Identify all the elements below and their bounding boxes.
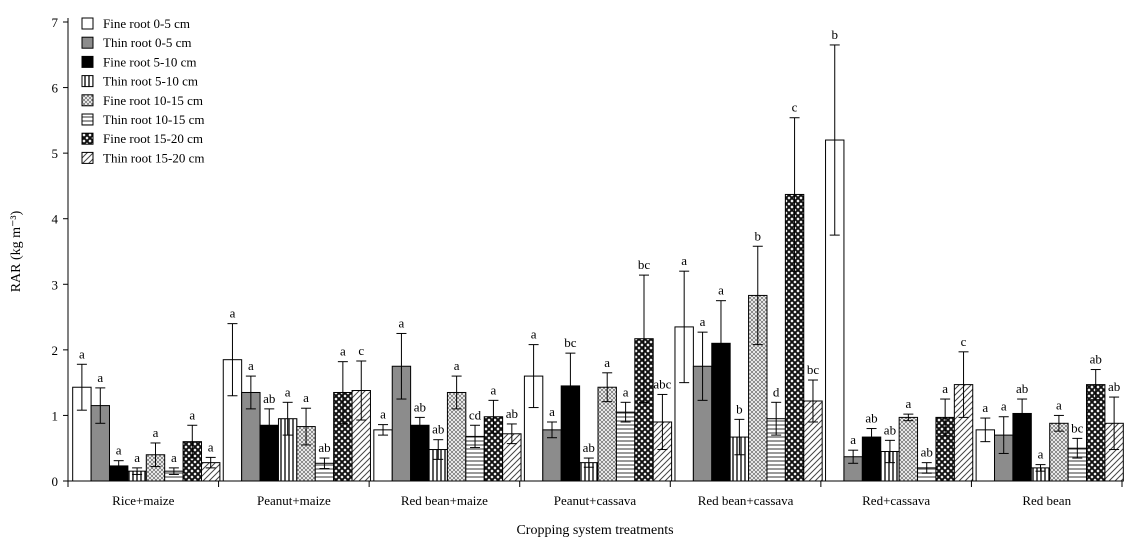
significance-letter: a bbox=[399, 315, 405, 330]
significance-letter: a bbox=[850, 432, 856, 447]
bar bbox=[373, 429, 393, 482]
significance-letter: ab bbox=[506, 406, 518, 421]
significance-letter: abc bbox=[653, 376, 671, 391]
significance-letter: a bbox=[982, 400, 988, 415]
legend-swatch bbox=[81, 55, 94, 68]
significance-letter: a bbox=[454, 358, 460, 373]
significance-letter: a bbox=[491, 382, 497, 397]
y-tick-label: 2 bbox=[52, 343, 59, 358]
significance-letter: bc bbox=[638, 257, 651, 272]
significance-letter: ab bbox=[1090, 352, 1102, 367]
significance-letter: a bbox=[623, 384, 629, 399]
significance-letter: a bbox=[340, 344, 346, 359]
significance-letter: ab bbox=[884, 422, 896, 437]
y-axis-title: RAR (kg m⁻³) bbox=[9, 210, 24, 292]
legend-swatch bbox=[81, 132, 94, 145]
significance-letter: ab bbox=[865, 411, 877, 426]
bar bbox=[898, 416, 919, 482]
significance-letter: bc bbox=[807, 362, 820, 377]
legend-label: Thin root 0-5 cm bbox=[103, 35, 191, 50]
significance-letter: a bbox=[97, 370, 103, 385]
significance-letter: a bbox=[700, 314, 706, 329]
x-tick-label: Red+cassava bbox=[862, 493, 930, 508]
significance-letter: a bbox=[189, 407, 195, 422]
significance-letter: a bbox=[549, 404, 555, 419]
significance-letter: b bbox=[736, 401, 743, 416]
x-tick-label: Red bean+cassava bbox=[698, 493, 794, 508]
significance-letter: a bbox=[604, 355, 610, 370]
x-tick-label: Peanut+cassava bbox=[554, 493, 637, 508]
significance-letter: a bbox=[248, 358, 254, 373]
significance-letter: ab bbox=[318, 440, 330, 455]
significance-letter: a bbox=[942, 381, 948, 396]
significance-letter: a bbox=[1056, 397, 1062, 412]
legend-swatch bbox=[81, 17, 94, 30]
significance-letter: a bbox=[531, 327, 537, 342]
significance-letter: ab bbox=[921, 445, 933, 460]
y-tick-label: 1 bbox=[52, 408, 59, 423]
y-tick-label: 3 bbox=[52, 277, 59, 292]
legend-swatch bbox=[81, 94, 94, 107]
y-tick-label: 6 bbox=[52, 81, 59, 96]
significance-letter: a bbox=[79, 346, 85, 361]
significance-letter: c bbox=[358, 343, 364, 358]
significance-letter: c bbox=[792, 100, 798, 115]
x-axis-title: Cropping system treatments bbox=[516, 523, 673, 538]
legend-swatch bbox=[81, 113, 94, 126]
significance-letter: b bbox=[831, 27, 838, 42]
significance-letter: cd bbox=[469, 407, 482, 422]
significance-letter: a bbox=[116, 443, 122, 458]
bar bbox=[1049, 422, 1069, 482]
y-tick-label: 5 bbox=[52, 146, 59, 161]
legend-label: Thin root 10-15 cm bbox=[103, 112, 204, 127]
significance-letter: ab bbox=[583, 440, 595, 455]
significance-letter: ab bbox=[1016, 381, 1028, 396]
legend-swatch bbox=[81, 36, 94, 49]
significance-letter: a bbox=[230, 306, 236, 321]
significance-letter: a bbox=[718, 283, 724, 298]
legend-label: Fine root 10-15 cm bbox=[103, 93, 203, 108]
y-tick-label: 4 bbox=[52, 212, 59, 227]
legend-swatch bbox=[81, 75, 94, 88]
y-tick-label: 0 bbox=[52, 474, 59, 489]
significance-letter: a bbox=[1038, 447, 1044, 462]
legend-label: Fine root 0-5 cm bbox=[103, 16, 190, 31]
significance-letter: a bbox=[153, 425, 159, 440]
significance-letter: a bbox=[285, 384, 291, 399]
significance-letter: ab bbox=[1108, 379, 1120, 394]
significance-letter: a bbox=[1001, 399, 1007, 414]
legend-label: Thin root 15-20 cm bbox=[103, 150, 204, 165]
significance-letter: d bbox=[773, 384, 780, 399]
bars bbox=[72, 44, 1124, 482]
significance-letter: a bbox=[380, 407, 386, 422]
significance-letter: ab bbox=[414, 399, 426, 414]
significance-letter: a bbox=[208, 439, 214, 454]
significance-letter: c bbox=[961, 334, 967, 349]
axes: 0 1 2 3 4 5 6 7 Rice+maize Peanut+maize Red bean+m… bbox=[52, 15, 1123, 508]
legend-swatch bbox=[81, 151, 94, 164]
x-tick-label: Rice+maize bbox=[112, 493, 174, 508]
significance-letter: ab bbox=[432, 422, 444, 437]
legend-label: Fine root 5-10 cm bbox=[103, 54, 197, 69]
significance-letter: a bbox=[905, 396, 911, 411]
x-tick-label: Red bean bbox=[1022, 493, 1071, 508]
significance-letter: bc bbox=[1071, 420, 1084, 435]
significance-letter: a bbox=[681, 253, 687, 268]
y-tick-label: 7 bbox=[52, 15, 59, 30]
legend-label: Thin root 5-10 cm bbox=[103, 74, 198, 89]
legend-label: Fine root 15-20 cm bbox=[103, 131, 203, 146]
significance-letter: a bbox=[303, 390, 309, 405]
significance-letter: b bbox=[755, 228, 762, 243]
x-tick-label: Peanut+maize bbox=[257, 493, 331, 508]
significance-letter: a bbox=[134, 450, 140, 465]
legend: Fine root 0-5 cm Thin root 0-5 cm Fine roo… bbox=[81, 16, 204, 165]
significance-letter: a bbox=[171, 450, 177, 465]
significance-letter: bc bbox=[564, 335, 577, 350]
significance-letter: ab bbox=[263, 391, 275, 406]
x-tick-label: Red bean+maize bbox=[401, 493, 488, 508]
